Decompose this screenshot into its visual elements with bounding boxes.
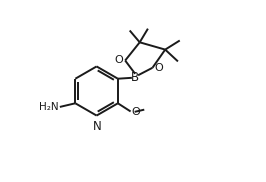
Text: O: O (114, 55, 123, 65)
Text: O: O (131, 107, 140, 117)
Text: N: N (93, 120, 102, 133)
Text: O: O (155, 63, 163, 73)
Text: B: B (131, 71, 139, 84)
Text: H₂N: H₂N (39, 102, 59, 112)
